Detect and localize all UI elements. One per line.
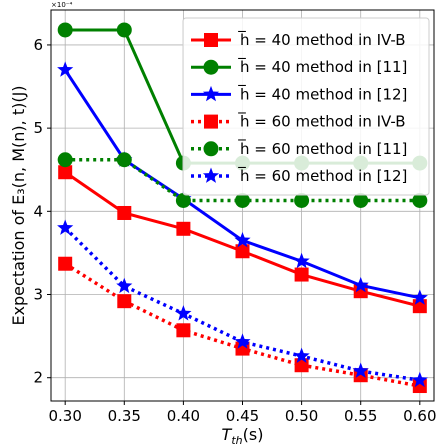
- data-point: [294, 193, 310, 209]
- data-point: [116, 277, 133, 294]
- data-point: [57, 22, 73, 38]
- legend: h̅ = 40 method in IV-B h̅ = 40 method in …: [182, 17, 430, 196]
- data-point: [411, 289, 428, 305]
- legend-box: [182, 17, 430, 196]
- legend-marker: [204, 33, 218, 47]
- data-point: [117, 205, 132, 220]
- legend-marker: [204, 114, 218, 129]
- data-point: [116, 152, 132, 168]
- x-axis-label-unit: (s): [243, 425, 264, 444]
- data-point: [176, 221, 191, 236]
- data-point: [117, 294, 132, 309]
- legend-marker: [203, 141, 219, 157]
- legend-label: h̅ = 60 method in IV-B: [238, 112, 406, 131]
- legend-label: h̅ = 40 method in IV-B: [238, 30, 406, 49]
- data-point: [116, 22, 132, 38]
- x-tick-label: 0.55: [344, 407, 377, 425]
- series-5: [57, 152, 428, 209]
- x-tick-label: 0.35: [108, 407, 141, 425]
- y-tick-label: 6: [33, 36, 43, 54]
- legend-label: h̅ = 40 method in [11]: [238, 57, 408, 76]
- data-point: [58, 256, 73, 271]
- legend-entry: h̅ = 60 method in [11]: [191, 139, 407, 158]
- data-point: [293, 347, 310, 363]
- x-tick-label: 0.45: [226, 407, 259, 425]
- x-tick-label: 0.50: [285, 407, 318, 425]
- legend-entry: h̅ = 40 method in [12]: [191, 85, 408, 104]
- legend-label: h̅ = 60 method in [11]: [238, 139, 408, 158]
- legend-label: h̅ = 60 method in [12]: [238, 166, 408, 185]
- data-point: [176, 323, 191, 338]
- legend-entry: h̅ = 40 method in [11]: [191, 57, 407, 76]
- y-axis: 2 3 4 5 6: [33, 36, 51, 387]
- y-tick-label: 2: [33, 369, 43, 387]
- legend-marker: [203, 59, 219, 75]
- x-axis-label: Tth(s): [222, 425, 264, 445]
- x-tick-label: 0.60: [403, 407, 436, 425]
- legend-label: h̅ = 40 method in [12]: [238, 85, 408, 104]
- data-point: [175, 305, 192, 321]
- y-exponent-label: ×10⁻⁴: [51, 1, 72, 9]
- y-axis-label: Expectation of E₃(n, M(n), t)(J): [9, 85, 28, 325]
- data-point: [293, 252, 310, 269]
- data-point: [294, 267, 309, 282]
- data-point: [234, 231, 251, 248]
- x-axis: 0.30 0.35 0.40 0.45 0.50 0.55 0.60: [48, 401, 437, 425]
- data-point: [234, 333, 251, 349]
- data-point: [352, 362, 369, 378]
- x-tick-label: 0.30: [48, 407, 81, 425]
- legend-entry: h̅ = 60 method in [12]: [191, 166, 407, 185]
- legend-marker: [202, 167, 220, 183]
- x-tick-label: 0.40: [167, 407, 200, 425]
- data-point: [353, 193, 369, 209]
- data-point: [294, 358, 309, 373]
- data-point: [175, 193, 191, 209]
- data-point: [235, 244, 250, 259]
- data-point: [411, 371, 428, 388]
- y-tick-label: 4: [33, 202, 43, 220]
- legend-entry: h̅ = 60 method in IV-B: [191, 112, 406, 131]
- legend-marker: [202, 85, 220, 102]
- data-point: [57, 61, 74, 77]
- x-axis-label-sub: th: [231, 434, 242, 445]
- legend-entry: h̅ = 40 method in IV-B: [191, 30, 406, 49]
- y-tick-label: 5: [33, 119, 43, 137]
- data-point: [57, 152, 73, 168]
- data-point: [235, 193, 250, 209]
- data-point: [352, 276, 369, 293]
- series-6: [57, 219, 428, 388]
- x-axis-label-main: T: [222, 425, 233, 444]
- y-tick-label: 3: [33, 286, 43, 304]
- series-1: [58, 165, 427, 314]
- data-point: [57, 219, 74, 235]
- data-point: [58, 165, 73, 180]
- data-point: [412, 193, 428, 209]
